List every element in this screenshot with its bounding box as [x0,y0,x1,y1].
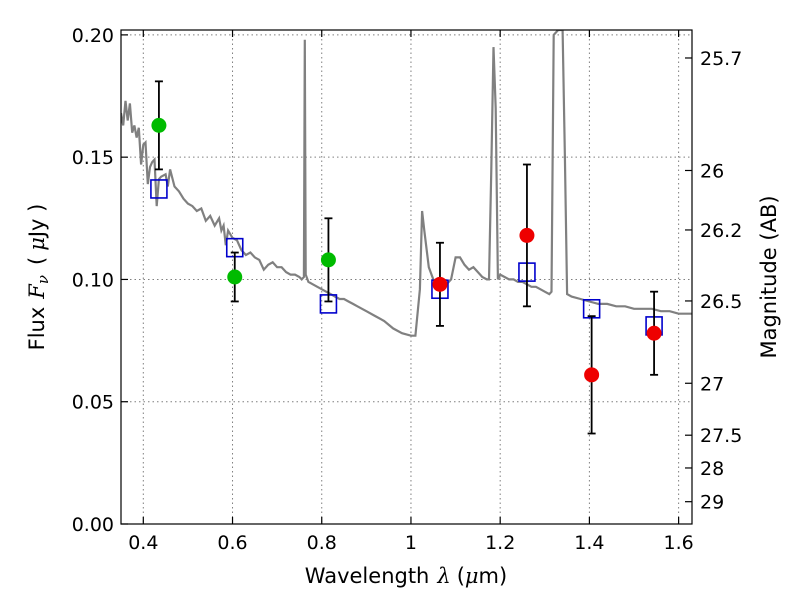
observed-point-green [151,117,167,133]
model-point [150,179,168,199]
observed-point-green [320,252,336,268]
grid [121,30,692,524]
y-axis-label: FluxFν(μJy ) [25,204,52,351]
x-tick-label: 1.6 [664,532,694,554]
y2-tick-label: 28 [700,458,724,480]
y2-tick-label: 26 [700,160,724,182]
y2-tick-label: 26.5 [700,291,742,313]
y-tick-label: 0.10 [72,269,114,291]
spectrum-line [121,30,692,337]
observed-point-red [646,325,662,341]
plot-frame [120,29,693,525]
x-tick-label: 0.8 [307,532,337,554]
observed-point-green [227,269,243,285]
observed-point-red [519,227,535,243]
plot-area [121,30,692,435]
x-axis-label: Wavelength λ (μm) [305,564,507,588]
y-tick-label: 0.00 [72,514,114,536]
y2-tick-label: 26.2 [700,220,742,242]
x-tick-label: 0.6 [217,532,247,554]
y2-tick-label: 29 [700,492,724,514]
y2-tick-label: 25.7 [700,48,742,70]
x-tick-label: 1.4 [574,532,604,554]
x-tick-label: 1 [405,532,417,554]
axis-ticks: 0.4 0.6 0.8 1 1.2 1.4 1.6 0.00 0.05 0.10 0.15 0.20 2… [72,25,743,554]
observed-point-red [584,367,600,383]
y2-tick-label: 27 [700,373,724,395]
y-tick-label: 0.05 [72,392,114,414]
y2-tick-label: 27.5 [700,425,742,447]
x-tick-label: 1.2 [485,532,515,554]
observed-point-red [432,276,448,292]
y-tick-label: 0.15 [72,147,114,169]
y2-axis-label: Magnitude (AB) [757,195,781,358]
y-tick-label: 0.20 [72,25,114,47]
x-tick-label: 0.4 [128,532,158,554]
